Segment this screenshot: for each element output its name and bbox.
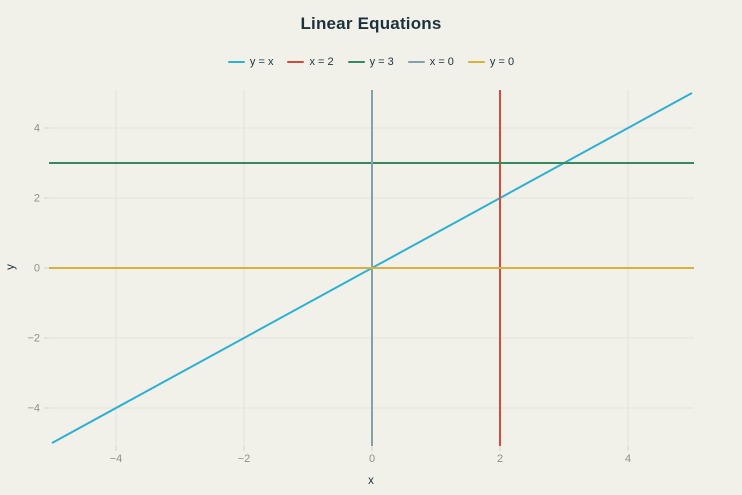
legend-swatch-icon	[227, 61, 245, 63]
x-tick-label: −2	[238, 453, 251, 465]
legend-swatch-icon	[407, 61, 425, 63]
legend: y = x x = 2 y = 3 x = 0 y = 0	[0, 56, 742, 68]
chart-title: Linear Equations	[300, 14, 442, 33]
y-tick-label: −4	[27, 403, 40, 415]
legend-item: y = 3	[347, 56, 394, 68]
y-tick-label: −2	[27, 333, 40, 345]
legend-label: y = 0	[489, 56, 515, 68]
y-tick-label: 2	[34, 193, 40, 205]
x-tick-label: −4	[110, 453, 123, 465]
legend-swatch-icon	[467, 61, 485, 63]
legend-item: y = 0	[467, 56, 515, 68]
legend-label: x = 0	[429, 56, 454, 68]
x-axis-title: x	[368, 475, 374, 487]
legend-swatch-icon	[347, 61, 365, 63]
legend-label: y = x	[249, 56, 274, 68]
y-axis-title: y	[4, 264, 17, 270]
x-tick-label: 4	[625, 453, 631, 465]
y-tick-label: 0	[34, 263, 40, 275]
legend-label: x = 2	[309, 56, 334, 68]
legend-item: x = 0	[407, 56, 454, 68]
legend-label: y = 3	[369, 56, 394, 68]
legend-item: x = 2	[287, 56, 334, 68]
legend-swatch-icon	[287, 61, 305, 63]
y-tick-label: 4	[34, 123, 40, 135]
x-tick-label: 0	[369, 453, 375, 465]
legend-item: y = x	[227, 56, 274, 68]
x-tick-label: 2	[497, 453, 503, 465]
